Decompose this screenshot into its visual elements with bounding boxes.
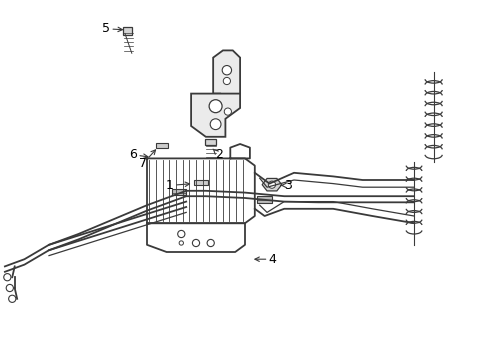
Circle shape [223,77,230,85]
Polygon shape [213,50,240,101]
Text: 6: 6 [129,148,148,161]
Circle shape [210,119,221,130]
FancyBboxPatch shape [123,27,132,35]
Circle shape [6,284,13,292]
Text: 2: 2 [213,148,223,161]
Text: 4: 4 [255,253,276,266]
Circle shape [179,241,183,245]
Circle shape [207,239,214,247]
Text: 3: 3 [281,179,292,192]
Circle shape [224,108,231,115]
FancyBboxPatch shape [172,189,186,195]
Circle shape [9,295,16,302]
Circle shape [178,230,185,238]
Circle shape [209,100,222,113]
Polygon shape [191,94,240,137]
Circle shape [222,66,232,75]
FancyBboxPatch shape [257,196,272,203]
Polygon shape [262,179,282,191]
FancyBboxPatch shape [156,143,168,148]
Text: 5: 5 [102,22,122,35]
Circle shape [193,239,199,247]
FancyBboxPatch shape [205,139,216,145]
Bar [194,180,208,185]
Text: 1: 1 [166,179,190,192]
Circle shape [4,274,11,281]
Circle shape [269,181,275,188]
Text: 7: 7 [139,150,155,170]
